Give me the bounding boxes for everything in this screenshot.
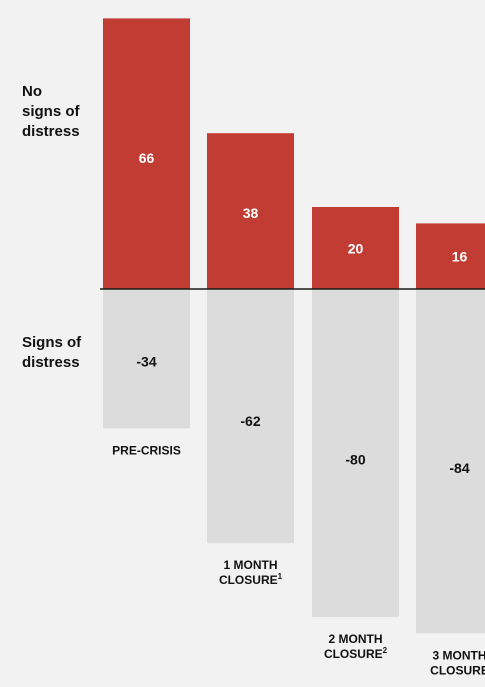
positive-value-label-1: 66 [139, 150, 155, 166]
category-label-2: 1 MONTH CLOSURE1 [219, 558, 283, 587]
positive-bar-1 [103, 18, 190, 290]
negative-bar-3 [312, 289, 399, 617]
negative-value-label-2: -62 [240, 413, 260, 429]
positive-value-label-4: 16 [452, 249, 468, 265]
category-footnote-3: 2 [383, 646, 388, 655]
negative-bar-1 [103, 289, 190, 429]
category-label-3-line-1: 2 MONTH [329, 632, 383, 646]
negative-row-label-line-2: distress [22, 354, 80, 371]
category-label-2-line-1: 1 MONTH [224, 558, 278, 572]
negative-bar-4 [416, 289, 485, 634]
negative-value-label-4: -84 [449, 460, 469, 476]
positive-bar-2 [207, 133, 294, 289]
negative-value-label-3: -80 [345, 452, 365, 468]
negative-value-label-1: -34 [136, 353, 156, 369]
category-label-1-line-1: PRE-CRISIS [112, 443, 181, 457]
positive-value-label-2: 38 [243, 205, 259, 221]
positive-row-label: No signs of distress [22, 83, 84, 140]
negative-bar-2 [207, 289, 294, 544]
bars-layer [103, 18, 485, 634]
positive-row-label-line-2: signs of [22, 103, 81, 120]
category-label-2-line-2: CLOSURE [219, 573, 278, 587]
positive-row-label-line-1: No [22, 83, 42, 100]
positive-bar-3 [312, 207, 399, 289]
category-footnote-2: 1 [278, 572, 283, 581]
negative-row-label-line-1: Signs of [22, 334, 82, 351]
category-label-3: 2 MONTH CLOSURE2 [324, 632, 388, 661]
category-label-4-line-1: 3 MONTH [433, 648, 485, 662]
category-label-4-line-2: CLOSURE [430, 663, 485, 677]
category-label-1: PRE-CRISIS [112, 443, 181, 457]
positive-row-label-line-3: distress [22, 123, 80, 140]
category-label-4: 3 MONTH CLOSURE [430, 648, 485, 677]
category-label-3-line-2: CLOSURE [324, 647, 383, 661]
positive-value-label-3: 20 [348, 241, 364, 257]
positive-bar-4 [416, 223, 485, 289]
negative-row-label: Signs of distress [22, 334, 85, 371]
